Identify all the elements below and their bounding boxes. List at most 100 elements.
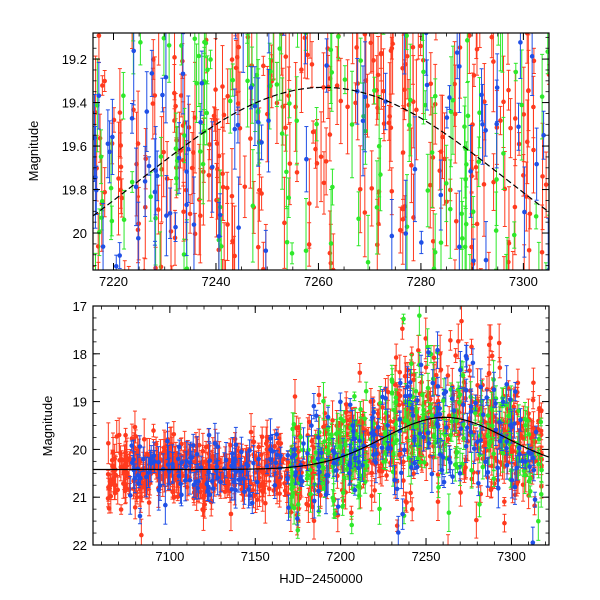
top-data-point: [189, 165, 195, 171]
top-data-point: [109, 218, 115, 224]
top-data-point: [350, 322, 355, 327]
top-data-point: [541, 360, 546, 365]
bottom-data-point: [408, 490, 413, 496]
top-data-point: [247, 21, 252, 26]
top-data-point: [421, 69, 426, 75]
top-data-point: [379, 20, 384, 25]
top-data-point: [181, 209, 186, 215]
top-data-point: [389, 45, 395, 51]
top-data-point: [353, 7, 358, 12]
top-data-point: [381, 15, 386, 20]
top-data-point: [153, 274, 158, 279]
top-data-point: [381, 88, 386, 94]
top-data-point: [457, 64, 462, 69]
top-data-point: [357, 186, 363, 192]
top-data-point: [438, 192, 444, 198]
top-data-point: [494, 177, 499, 182]
top-data-point: [540, 174, 545, 179]
bottom-data-point: [330, 418, 335, 423]
top-data-point: [321, 180, 327, 186]
top-data-point: [498, 19, 503, 24]
top-data-point: [110, 134, 115, 140]
top-data-point: [283, 54, 289, 59]
top-data-point: [410, 44, 416, 50]
top-data-point: [203, 0, 208, 1]
top-data-point: [502, 290, 507, 295]
top-data-point: [400, 65, 405, 71]
top-data-point: [302, 35, 308, 41]
top-data-point: [271, 22, 276, 27]
bottom-panel: 7100 7150 7200 7250 7300 17 18 19 20 21 …: [40, 299, 550, 586]
top-data-point: [500, 16, 505, 21]
top-data-point: [476, 159, 482, 165]
top-data-point: [180, 386, 185, 391]
bottom-data-point: [397, 369, 403, 375]
top-data-point: [529, 54, 535, 59]
top-data-point: [93, 135, 97, 141]
top-data-point: [424, 82, 430, 88]
bottom-data-point: [394, 523, 400, 528]
top-data-point: [526, 88, 531, 94]
top-data-point: [212, 117, 218, 122]
top-data-point: [267, 10, 272, 15]
top-data-point: [284, 169, 289, 175]
bottom-data-point: [115, 487, 121, 493]
bottom-data-point: [292, 394, 298, 399]
top-data-point: [506, 87, 511, 93]
top-data-point: [356, 216, 361, 222]
top-data-point: [480, 122, 485, 127]
top-data-point: [118, 164, 124, 170]
top-data-point: [336, 12, 341, 17]
top-data-point: [473, 165, 479, 170]
top-data-point: [519, 11, 524, 16]
top-data-point: [160, 92, 165, 98]
top-data-point: [389, 188, 395, 194]
top-data-point: [286, 93, 292, 98]
top-data-point: [248, 136, 253, 141]
top-data-point: [118, 187, 123, 193]
bottom-data-point: [250, 488, 256, 493]
top-data-point: [430, 155, 436, 160]
top-data-point: [146, 163, 152, 169]
top-data-point: [522, 209, 527, 215]
top-data-point: [164, 213, 169, 218]
top-data-point: [365, 103, 370, 108]
top-data-point: [168, 229, 174, 234]
top-data-point: [108, 185, 114, 191]
top-data-point: [469, 244, 474, 250]
bottom-data-point: [448, 338, 453, 343]
bottom-data-point: [388, 419, 393, 424]
top-data-point: [147, 402, 152, 407]
top-data-point: [145, 423, 150, 428]
top-data-point: [519, 102, 525, 108]
top-data-point: [516, 141, 522, 147]
bottom-data-point: [296, 425, 302, 430]
bottom-data-point: [423, 365, 429, 370]
top-data-point: [166, 43, 172, 48]
top-data-point: [387, 114, 393, 119]
top-data-point: [105, 141, 111, 147]
top-data-point: [314, 121, 319, 127]
top-data-point: [457, 45, 463, 50]
top-data-point: [349, 122, 355, 127]
top-data-point: [404, 53, 410, 59]
top-data-point: [418, 43, 423, 49]
top-data-point: [255, 244, 261, 250]
top-data-point: [274, 82, 280, 87]
top-y-axis-title: Magnitude: [26, 121, 41, 182]
top-data-point: [537, 305, 542, 310]
top-data-point: [518, 14, 523, 19]
top-y-tick-label: 19.6: [62, 139, 87, 154]
top-data-point: [182, 133, 187, 138]
top-data-point: [375, 348, 380, 353]
top-data-point: [350, 21, 355, 26]
top-data-point: [199, 80, 205, 86]
top-data-point: [468, 169, 473, 174]
top-data-point: [287, 161, 293, 166]
top-data-point: [513, 69, 519, 75]
top-data-point: [391, 0, 396, 4]
top-data-point: [135, 235, 141, 241]
top-data-point: [220, 84, 225, 89]
top-data-point: [372, 88, 377, 93]
top-data-point: [232, 253, 237, 259]
